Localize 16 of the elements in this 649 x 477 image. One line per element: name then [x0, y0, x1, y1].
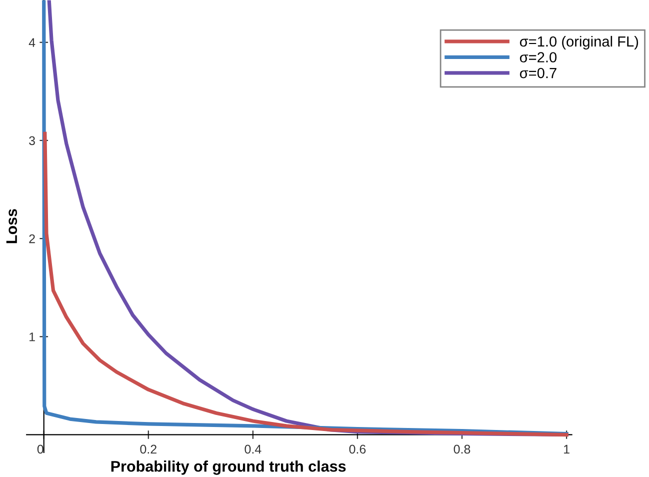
x-tick-label: 1 [564, 444, 570, 454]
line-series [43, 132, 568, 437]
y-axis-title: Loss [6, 209, 18, 244]
x-axis-title: Probability of ground truth class [111, 460, 346, 475]
y-tick-label: 2 [29, 234, 35, 244]
x-tick-label: 0.4 [244, 444, 262, 454]
legend-label: σ=1.0 (original FL) [520, 36, 638, 50]
y-tick-label: 3 [29, 136, 35, 146]
x-tick-label: 0.8 [454, 444, 470, 454]
x-tick-label: 0.2 [140, 444, 156, 454]
legend-label: σ=0.7 [520, 68, 556, 78]
y-tick-label: 1 [30, 332, 35, 342]
x-tick-label: 0.6 [349, 444, 366, 454]
legend-label: σ=2.0 [520, 52, 557, 62]
x-tick-label: 0 [37, 444, 44, 454]
y-tick-label: 4 [28, 38, 36, 47]
